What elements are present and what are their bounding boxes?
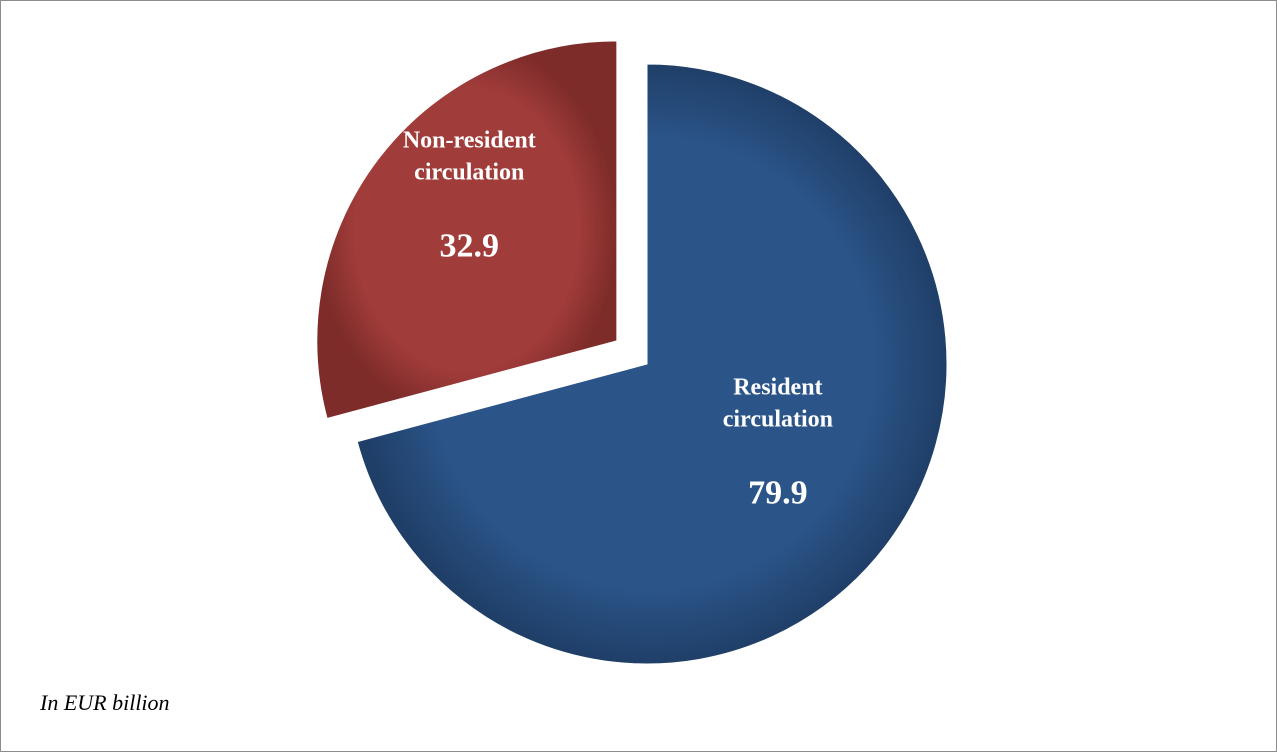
slice-non-resident bbox=[316, 40, 618, 420]
slice-resident-label-line: Resident bbox=[733, 374, 822, 400]
slice-resident bbox=[356, 63, 948, 665]
slice-non-resident-label-line: Non-resident bbox=[403, 128, 536, 154]
slice-resident-value-label: 79.9 bbox=[748, 474, 808, 511]
slice-resident-label-line: circulation bbox=[723, 406, 833, 432]
unit-note: In EUR billion bbox=[40, 690, 170, 715]
slice-non-resident-label-line: circulation bbox=[414, 160, 524, 186]
slice-non-resident-value-label: 32.9 bbox=[440, 228, 500, 265]
